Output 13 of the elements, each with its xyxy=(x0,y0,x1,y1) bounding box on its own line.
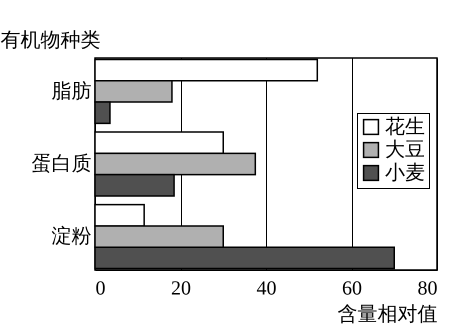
legend-label: 花生 xyxy=(385,114,425,138)
y-tick-label: 蛋白质 xyxy=(32,151,92,175)
legend-label: 大豆 xyxy=(385,137,425,161)
legend-label: 小麦 xyxy=(385,160,425,184)
x-tick-label: 60 xyxy=(342,278,362,300)
y-tick-label: 淀粉 xyxy=(52,224,92,248)
x-tick-label: 20 xyxy=(171,278,191,300)
y-axis-title: 有机物种类 xyxy=(0,28,100,52)
x-tick-label: 80 xyxy=(418,278,438,300)
y-tick-label: 脂肪 xyxy=(52,78,92,102)
x-tick-label: 0 xyxy=(96,278,106,300)
x-tick-label: 40 xyxy=(256,278,276,300)
x-axis-title: 含量相对值 xyxy=(338,302,438,325)
